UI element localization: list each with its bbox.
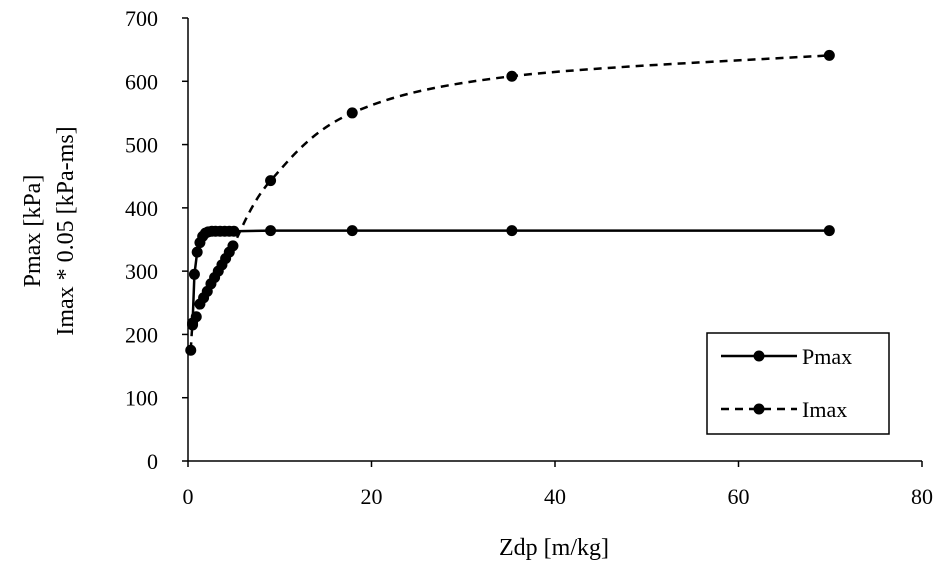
y-axis-title: Pmax [kPa] Imax * 0.05 [kPa-ms] [20,126,79,335]
legend-entry-imax: Imax [721,397,847,422]
data-point-imax [190,311,202,323]
data-point-imax [346,107,358,119]
axes: 0 100 200 300 400 500 600 700 0 20 40 60 80 [125,6,933,509]
legend-marker-pmax [753,350,765,362]
y-tick-label: 300 [125,259,158,284]
legend-box [706,332,890,435]
data-point-pmax [191,246,203,258]
series-layer [185,49,835,356]
data-point-pmax [265,225,277,237]
x-tick-label: 20 [361,484,383,509]
data-point-pmax [346,225,358,237]
series-line-imax [189,54,830,351]
legend-marker-imax [753,403,765,415]
legend-entry-pmax: Pmax [721,344,852,369]
legend-label-pmax: Pmax [802,344,852,369]
x-axis-title: Zdp [m/kg] [499,535,609,561]
data-point-pmax [228,225,240,237]
data-point-imax [506,70,518,82]
x-tick-label: 40 [544,484,566,509]
series-line-pmax [191,229,830,324]
x-tick-label: 80 [911,484,933,509]
data-point-imax [187,319,199,331]
y-axis-title-line-2: Imax * 0.05 [kPa-ms] [53,126,79,335]
y-axis-title-line-1: Pmax [kPa] [20,175,46,288]
y-tick-label: 500 [125,133,158,158]
y-tick-label: 200 [125,322,158,347]
x-tick-label: 0 [183,484,194,509]
data-point-pmax [506,225,518,237]
y-tick-label: 100 [125,386,158,411]
data-point-pmax [188,268,200,280]
y-tick-label: 700 [125,6,158,31]
y-tick-label: 600 [125,69,158,94]
data-point-imax [227,240,239,252]
data-point-imax [185,344,197,356]
data-point-pmax [823,225,835,237]
data-point-imax [265,175,277,187]
y-tick-label: 400 [125,196,158,221]
legend: Pmax Imax [706,332,890,435]
data-point-imax [823,49,835,61]
legend-label-imax: Imax [802,397,847,422]
x-tick-label: 60 [728,484,750,509]
y-tick-label: 0 [147,449,158,474]
